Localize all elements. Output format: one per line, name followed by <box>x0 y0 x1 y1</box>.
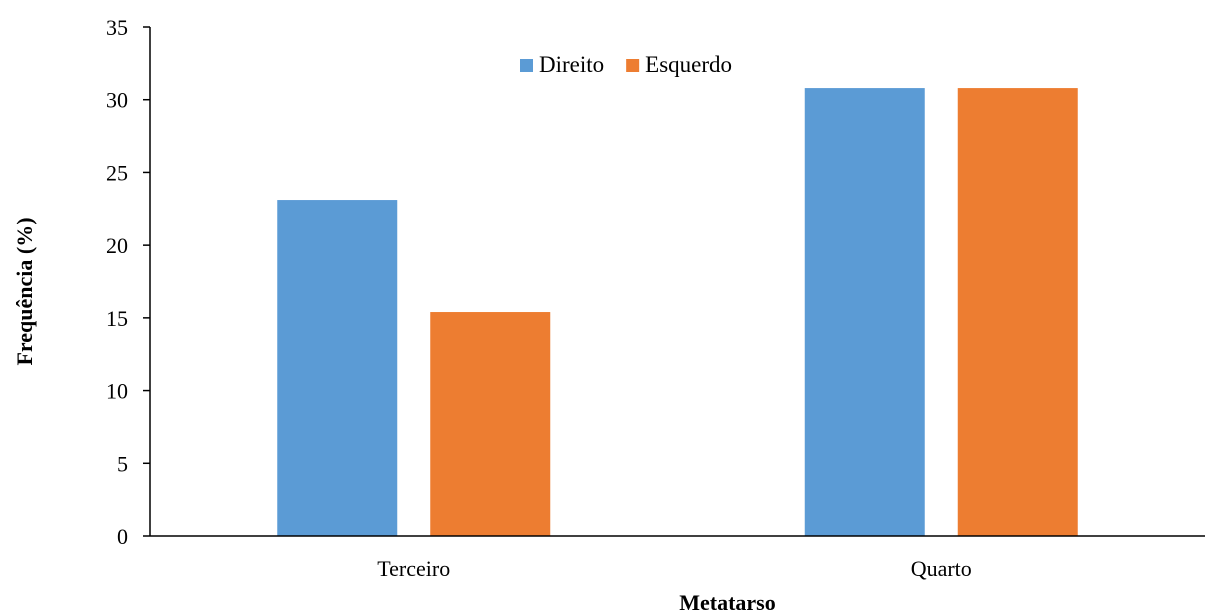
y-tick-label: 15 <box>106 306 128 331</box>
y-tick-label: 5 <box>117 451 128 476</box>
legend: Direito Esquerdo <box>520 52 732 77</box>
x-tick-label: Terceiro <box>377 556 450 581</box>
bar-direito-quarto <box>804 88 925 536</box>
y-axis-title: Frequência (%) <box>12 217 37 365</box>
legend-swatch-esquerdo <box>626 59 640 72</box>
y-tick-label: 10 <box>106 379 128 404</box>
y-tick-label: 0 <box>117 524 128 549</box>
bar-esquerdo-terceiro <box>430 312 551 536</box>
y-tick-label: 20 <box>106 233 128 258</box>
bar-direito-terceiro <box>277 200 398 536</box>
legend-label-direito: Direito <box>539 52 604 77</box>
y-tick-label: 25 <box>106 160 128 185</box>
x-tick-label: Quarto <box>911 556 972 581</box>
y-tick-label: 35 <box>106 15 128 40</box>
x-axis-ticks: Terceiro Quarto <box>377 556 972 581</box>
legend-label-esquerdo: Esquerdo <box>645 52 732 77</box>
y-tick-label: 30 <box>106 88 128 113</box>
y-axis-ticks: 0 5 10 15 20 25 30 35 <box>106 15 150 549</box>
bars <box>277 88 1078 536</box>
legend-swatch-direito <box>520 59 533 72</box>
x-axis-title: Metatarso <box>679 590 776 615</box>
bar-esquerdo-quarto <box>957 88 1078 536</box>
